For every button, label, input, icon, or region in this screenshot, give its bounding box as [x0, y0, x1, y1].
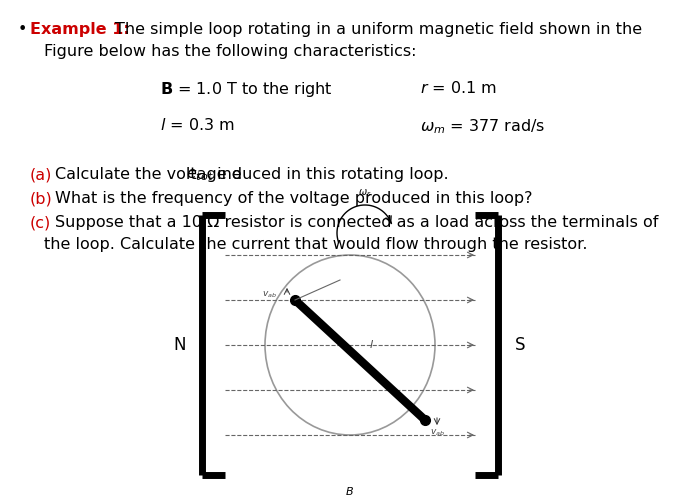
Text: $\omega_s$: $\omega_s$: [358, 187, 372, 199]
Text: (c): (c): [30, 215, 51, 230]
Text: Calculate the voltage e: Calculate the voltage e: [55, 167, 241, 182]
Text: S: S: [514, 336, 525, 354]
Text: Example 1:: Example 1:: [30, 22, 130, 37]
Text: $\omega_m$ = 377 rad/s: $\omega_m$ = 377 rad/s: [420, 117, 545, 136]
Text: Figure below has the following characteristics:: Figure below has the following character…: [44, 44, 417, 59]
Text: l: l: [370, 340, 373, 350]
Text: the loop. Calculate the current that would flow through the resistor.: the loop. Calculate the current that wou…: [44, 237, 587, 252]
Text: $\mathbf{B}$ = 1.0 T to the right: $\mathbf{B}$ = 1.0 T to the right: [160, 80, 333, 99]
Text: B: B: [346, 487, 354, 497]
Text: Suppose that a 10 Ω resistor is connected as a load across the terminals of: Suppose that a 10 Ω resistor is connecte…: [55, 215, 659, 230]
Text: $e_{tot}$: $e_{tot}$: [186, 167, 214, 182]
Text: (a): (a): [30, 167, 52, 182]
Text: $r$ = 0.1 m: $r$ = 0.1 m: [420, 80, 497, 96]
Text: What is the frequency of the voltage produced in this loop?: What is the frequency of the voltage pro…: [55, 191, 533, 206]
Text: $l$ = 0.3 m: $l$ = 0.3 m: [160, 117, 234, 133]
Text: N: N: [174, 336, 186, 354]
Text: The simple loop rotating in a uniform magnetic field shown in the: The simple loop rotating in a uniform ma…: [115, 22, 642, 37]
Text: (b): (b): [30, 191, 52, 206]
Text: induced in this rotating loop.: induced in this rotating loop.: [212, 167, 449, 182]
Text: $v_{ab}$: $v_{ab}$: [262, 290, 277, 300]
Text: •: •: [18, 22, 27, 37]
Text: $v_{ab}$: $v_{ab}$: [430, 428, 445, 438]
